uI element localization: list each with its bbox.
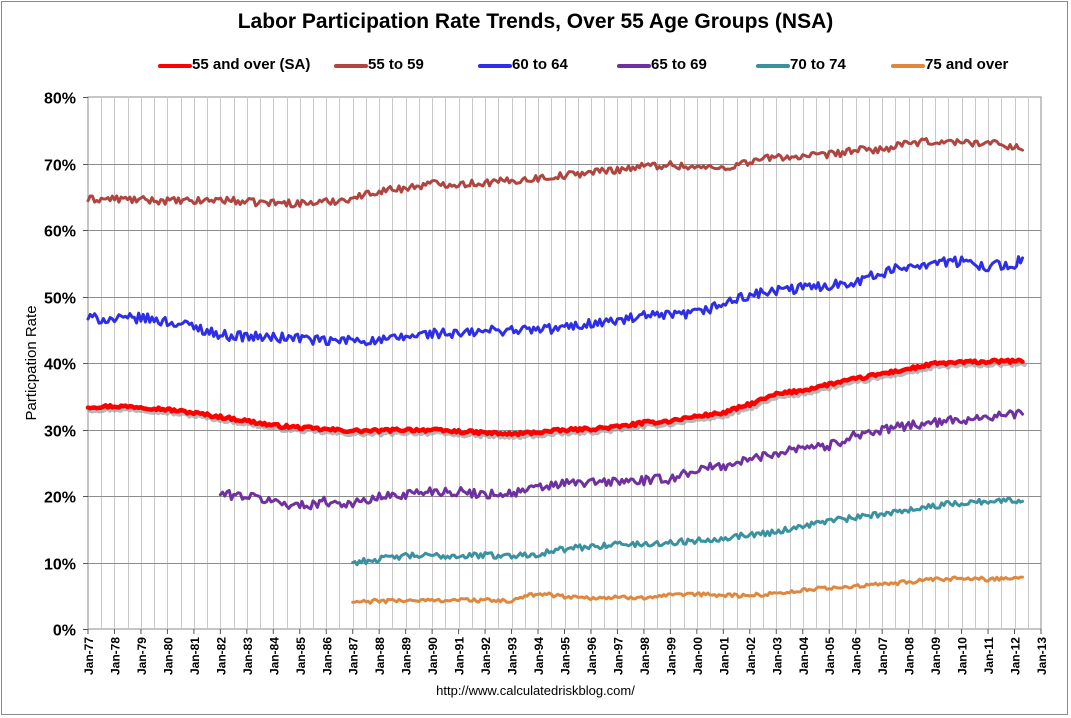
x-tick-label: Jan-92 — [479, 637, 493, 675]
legend: 55 and over (SA) 55 to 59 60 to 64 65 to 69… — [0, 54, 1071, 78]
legend-swatch — [756, 64, 790, 68]
y-tick-label: 10% — [44, 557, 76, 574]
legend-swatch — [617, 64, 651, 68]
x-tick-label: Jan-82 — [214, 637, 228, 675]
x-tick-label: Jan-11 — [982, 637, 996, 675]
x-tick-label: Jan-77 — [82, 637, 96, 675]
legend-label: 65 to 69 — [651, 56, 707, 73]
x-tick-label: Jan-90 — [426, 637, 440, 675]
x-tick-label: Jan-04 — [797, 637, 811, 675]
legend-label: 75 and over — [925, 56, 1009, 73]
x-tick-label: Jan-80 — [161, 637, 175, 675]
source-note: http://www.calculatedriskblog.com/ — [436, 683, 635, 698]
series-line-shadow — [87, 360, 1027, 441]
x-tick-label: Jan-03 — [770, 637, 784, 675]
x-tick-label: Jan-08 — [903, 637, 917, 675]
y-tick-label: 40% — [44, 357, 76, 374]
x-tick-label: Jan-94 — [532, 637, 546, 675]
x-tick-label: Jan-95 — [559, 637, 573, 675]
legend-swatch — [891, 64, 925, 68]
legend-label: 55 to 59 — [368, 56, 424, 73]
legend-swatch — [334, 64, 368, 68]
x-tick-label: Jan-99 — [664, 637, 678, 675]
x-tick-label: Jan-88 — [373, 637, 387, 675]
x-tick-label: Jan-79 — [135, 637, 149, 675]
x-tick-label: Jan-10 — [956, 637, 970, 675]
x-tick-label: Jan-02 — [744, 637, 758, 675]
legend-label: 60 to 64 — [512, 56, 568, 73]
x-tick-label: Jan-06 — [850, 637, 864, 675]
x-tick-label: Jan-05 — [823, 637, 837, 675]
legend-swatch — [478, 64, 512, 68]
x-tick-label: Jan-00 — [691, 637, 705, 675]
y-tick-label: 50% — [44, 291, 76, 308]
x-tick-label: Jan-86 — [320, 637, 334, 675]
x-tick-label: Jan-07 — [876, 637, 890, 675]
series-line-65-to-69 — [218, 408, 1024, 511]
x-tick-label: Jan-93 — [506, 637, 520, 675]
chart-title: Labor Participation Rate Trends, Over 55… — [237, 10, 834, 33]
y-axis-title: Particpation Rate — [23, 305, 40, 420]
series-line-70-to-74 — [351, 496, 1024, 567]
x-tick-label: Jan-91 — [453, 637, 467, 675]
x-tick-label: Jan-87 — [347, 637, 361, 675]
legend-label: 55 and over (SA) — [192, 56, 311, 73]
x-tick-label: Jan-85 — [294, 637, 308, 675]
x-tick-label: Jan-13 — [1035, 637, 1049, 675]
x-tick-label: Jan-98 — [638, 637, 652, 675]
x-tick-label: Jan-78 — [108, 637, 122, 675]
x-tick-label: Jan-81 — [188, 637, 202, 675]
y-tick-label: 30% — [44, 424, 76, 441]
y-tick-label: 80% — [44, 91, 76, 108]
series-line-55-and-over-sa — [85, 357, 1025, 438]
x-tick-label: Jan-12 — [1009, 637, 1023, 675]
series-line-75-and-over — [351, 575, 1024, 605]
series-line-60-to-64 — [86, 255, 1024, 347]
x-tick-label: Jan-89 — [400, 637, 414, 675]
y-tick-label: 0% — [53, 623, 76, 640]
legend-swatch — [158, 64, 192, 68]
series-line-55-to-59 — [86, 137, 1024, 209]
legend-label: 70 to 74 — [790, 56, 846, 73]
x-tick-label: Jan-97 — [611, 637, 625, 675]
x-tick-label: Jan-84 — [267, 637, 281, 675]
x-tick-label: Jan-83 — [241, 637, 255, 675]
y-tick-label: 60% — [44, 224, 76, 241]
x-tick-label: Jan-01 — [717, 637, 731, 675]
y-tick-label: 20% — [44, 490, 76, 507]
y-tick-label: 70% — [44, 158, 76, 175]
x-tick-label: Jan-96 — [585, 637, 599, 675]
x-tick-label: Jan-09 — [929, 637, 943, 675]
